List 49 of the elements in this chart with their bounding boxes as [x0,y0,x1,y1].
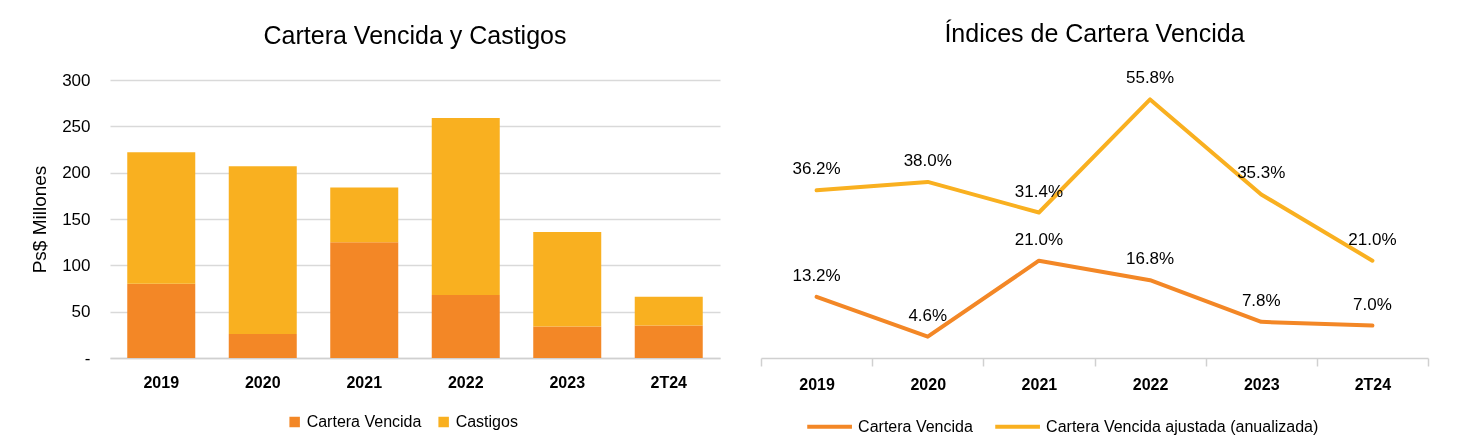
data-label: 36.2% [792,159,841,179]
bar [533,231,602,327]
bar [431,117,500,295]
x-tick-label: 2022 [1132,375,1169,393]
x-tick-label: 2T24 [1354,375,1392,393]
x-tick-label: 2023 [1243,375,1280,393]
bar [228,166,297,334]
y-tick-label: - [84,348,91,368]
legend-label: Cartera Vencida [858,417,973,435]
chart-title: Cartera Vencida y Castigos [263,21,567,49]
bar [330,187,399,243]
y-tick-label: 150 [62,209,91,229]
y-tick-label: 50 [71,302,91,322]
data-label: 13.2% [792,265,841,285]
bar [228,333,297,358]
y-tick-label: 300 [62,70,91,90]
data-label: 38.0% [903,150,952,170]
x-tick-label: 2021 [346,373,383,391]
x-tick-label: 2020 [244,373,281,391]
bar [330,242,399,358]
x-tick-label: 2021 [1021,375,1058,393]
x-tick-label: 2023 [549,373,586,391]
x-tick-label: 2019 [799,375,835,393]
bar [634,325,703,358]
x-tick-label: 2T24 [650,373,688,391]
legend-label: Castigos [455,413,518,430]
bar [634,296,703,326]
data-label: 21.0% [1014,229,1064,249]
y-tick-label: 200 [62,163,91,183]
data-label: 7.8% [1241,290,1281,310]
chart-title: Índices de Cartera Vencida [944,19,1245,48]
data-label: 16.8% [1125,249,1175,269]
data-label: 55.8% [1125,68,1175,88]
x-tick-label: 2020 [910,375,947,393]
data-label: 35.3% [1237,163,1286,183]
y-tick-label: 250 [62,116,91,136]
x-tick-label: 2022 [447,373,484,391]
y-axis-title: Ps$ Millones [29,165,51,274]
data-label: 4.6% [908,305,948,325]
legend-label: Cartera Vencida [306,413,422,430]
bar [533,326,602,358]
bar [431,294,500,358]
y-tick-label: 100 [62,255,91,275]
legend-label: Cartera Vencida ajustada (anualizada) [1046,417,1319,435]
data-label: 7.0% [1353,294,1392,314]
data-label: 21.0% [1348,229,1397,249]
x-tick-label: 2019 [143,373,180,391]
bar [127,152,196,284]
bar [127,283,196,358]
